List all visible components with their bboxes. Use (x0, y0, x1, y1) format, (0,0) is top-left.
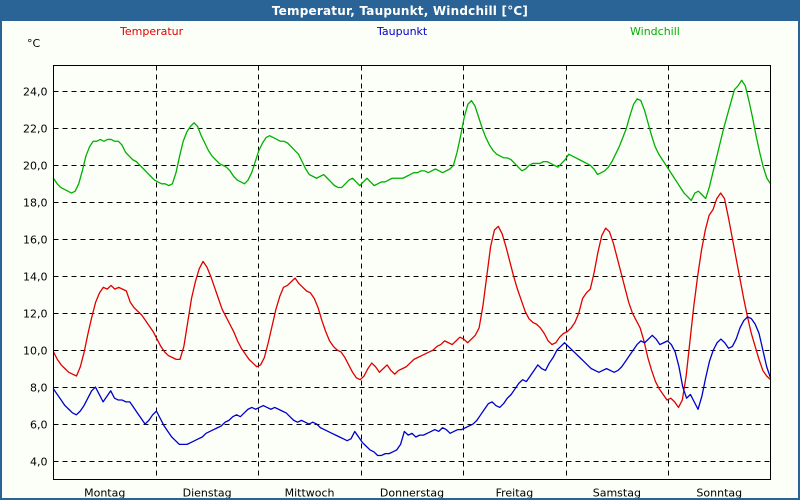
gridlines (53, 65, 771, 480)
y-axis-tick-labels: 4,0 6,0 8,0 10,0 12,0 14,0 16,0 18,0 20,0 22,0 24,… (23, 86, 48, 469)
legend-item-taupunkt: Taupunkt (377, 25, 428, 38)
y-axis-tick-label: 8,0 (30, 382, 48, 395)
legend-item-windchill: Windchill (630, 25, 680, 38)
y-axis-tick-label: 16,0 (23, 234, 48, 247)
series-line-temperatur (52, 192, 772, 409)
y-axis-tick-label: 4,0 (30, 456, 48, 469)
y-axis-tick-label: 22,0 (23, 123, 48, 136)
y-axis-tick-label: 18,0 (23, 197, 48, 210)
y-axis-unit-label: °C (27, 37, 41, 50)
x-axis-day-label: Mittwoch (285, 487, 335, 499)
x-axis-day-label: Montag (84, 487, 125, 499)
y-axis-tick-label: 6,0 (30, 419, 48, 432)
series-line-windchill (52, 79, 772, 202)
x-axis-day-label: Freitag (496, 487, 534, 499)
x-axis-day-label: Samstag (593, 487, 641, 499)
series-lines (52, 79, 772, 457)
x-axis-day-label: Sonntag (696, 487, 742, 499)
y-axis-tick-label: 10,0 (23, 345, 48, 358)
x-axis-day-label: Dienstag (183, 487, 232, 499)
x-axis-day-label: Donnerstag (380, 487, 444, 499)
y-axis-tick-label: 12,0 (23, 308, 48, 321)
axis-frame (52, 64, 772, 481)
series-line-taupunkt (52, 316, 772, 457)
y-axis-tick-label: 14,0 (23, 271, 48, 284)
x-axis-tick-labels: Montag22.09.25Dienstag23.09.25Mittwoch24… (84, 487, 742, 499)
window-title: Temperatur, Taupunkt, Windchill [°C] (2, 2, 798, 21)
legend-item-temperatur: Temperatur (120, 25, 184, 38)
y-axis-tick-label: 20,0 (23, 160, 48, 173)
plot-area: 4,0 6,0 8,0 10,0 12,0 14,0 16,0 18,0 20,0 22,0 24,… (23, 64, 772, 499)
y-axis-tick-label: 24,0 (23, 86, 48, 99)
chart-canvas: Temperatur Taupunkt Windchill °C 4,0 6,0 8… (2, 21, 798, 498)
